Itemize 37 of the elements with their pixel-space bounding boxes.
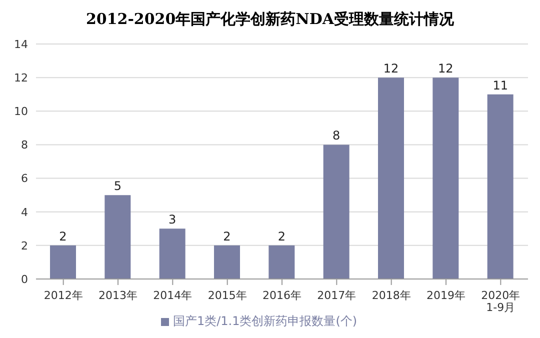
legend-label: 国产1类/1.1类创新药申报数量(个) bbox=[172, 314, 358, 328]
y-tick-label: 12 bbox=[14, 71, 28, 84]
bar bbox=[214, 245, 240, 279]
data-label: 12 bbox=[438, 62, 454, 76]
bar bbox=[378, 78, 404, 279]
bar bbox=[50, 245, 76, 279]
bar bbox=[323, 144, 350, 279]
x-tick-label: 2012年 bbox=[44, 289, 83, 302]
x-tick-label: 2020年1-9月 bbox=[481, 289, 520, 314]
x-tick-label: 2016年 bbox=[262, 289, 302, 302]
x-tick-label: 2019年 bbox=[426, 289, 466, 302]
y-tick-label: 0 bbox=[21, 272, 28, 286]
y-tick-label: 2 bbox=[21, 239, 28, 252]
data-label: 2 bbox=[223, 229, 231, 244]
data-label: 2 bbox=[278, 229, 286, 244]
bar bbox=[104, 195, 131, 279]
chart-title: 2012-2020年国产化学创新药NDA受理数量统计情况 bbox=[84, 10, 456, 30]
bar bbox=[159, 228, 186, 279]
y-tick-label: 14 bbox=[14, 38, 28, 51]
y-tick-label: 8 bbox=[21, 138, 28, 152]
x-tick-label: 2013年 bbox=[98, 289, 138, 302]
bar bbox=[268, 245, 295, 279]
y-tick-label: 4 bbox=[21, 206, 28, 219]
x-tick-label: 2014年 bbox=[153, 289, 192, 302]
data-label: 8 bbox=[332, 128, 340, 143]
data-label: 11 bbox=[492, 78, 508, 92]
x-tick-label: 2015年 bbox=[208, 289, 247, 302]
data-label: 12 bbox=[383, 62, 399, 76]
x-tick-label: 2018年 bbox=[372, 289, 411, 302]
y-tick-label: 6 bbox=[21, 172, 28, 186]
bar bbox=[487, 94, 514, 279]
y-tick-label: 10 bbox=[14, 105, 28, 118]
x-tick-label: 2017年 bbox=[317, 289, 356, 302]
bar bbox=[432, 78, 459, 279]
data-label: 5 bbox=[114, 179, 122, 194]
data-label: 3 bbox=[168, 212, 176, 227]
data-label: 2 bbox=[59, 229, 67, 244]
